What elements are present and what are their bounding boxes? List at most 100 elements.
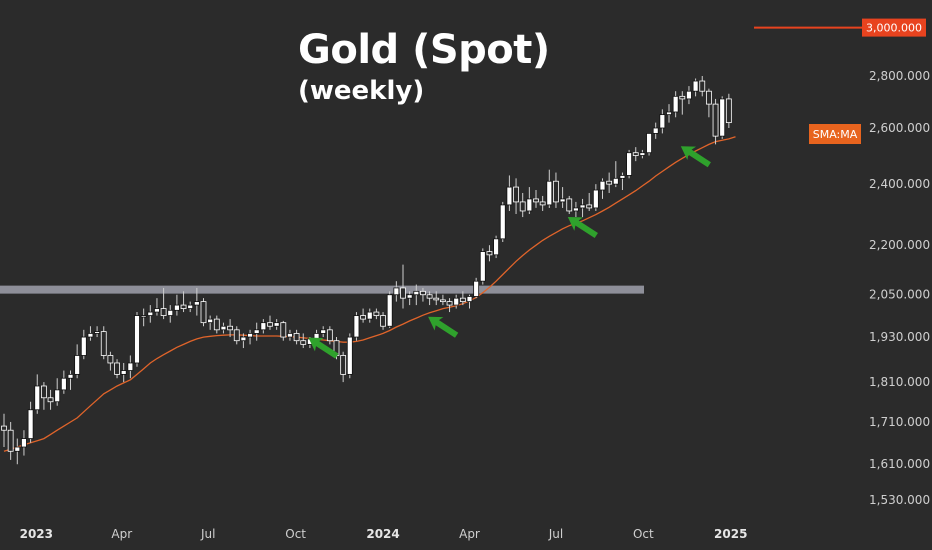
candle [287,329,293,341]
candle-body [539,201,546,206]
candle-body [213,318,220,331]
candle [74,344,81,379]
candle [393,281,400,302]
candle [7,421,14,460]
candle [253,322,260,341]
candle [41,382,47,410]
candle [553,172,559,208]
candle-body [34,385,41,411]
resistance-band [0,285,644,294]
candle-body [220,325,227,331]
candle [107,351,114,371]
candle [626,149,632,179]
candle [473,277,480,299]
candle-body [506,186,513,206]
candle [606,172,613,193]
candle [699,76,706,97]
candle [586,192,593,211]
candle-body [546,180,553,206]
candle-body [446,301,453,306]
candle [426,291,433,306]
candle-body [14,446,21,452]
candle-body [300,340,307,345]
candle [380,312,386,330]
target-price-tag [862,18,926,37]
candle [706,88,712,118]
candle [273,319,280,330]
candle [506,175,513,211]
candle [300,333,307,349]
candle-body [107,355,114,364]
candle [187,301,194,313]
candle [652,122,659,139]
x-tick-label: 2025 [714,527,747,541]
candle [293,329,300,345]
sma-layer [3,136,736,452]
x-tick-label: Apr [111,527,132,541]
candle [140,308,147,327]
candle-body [360,315,367,320]
candle-body [293,333,300,342]
candle [420,287,426,302]
arrow-shape [428,316,459,338]
candle [646,133,652,156]
candle-body [193,301,200,306]
candle [679,91,686,115]
candle-body [612,177,619,185]
candle-body [626,152,632,176]
candle [366,308,373,323]
candle-body [592,189,599,209]
y-tick-label: 2,400.000 [869,177,930,191]
candle-body [173,304,180,311]
candle [94,326,100,338]
candle-body [479,251,486,282]
candle-body [439,299,446,303]
candle [233,326,240,345]
sma-tag [809,124,861,144]
x-tick-label: Oct [633,527,654,541]
candle [566,195,573,215]
candle-body [207,318,214,324]
candle [579,198,586,218]
candle [114,359,120,379]
y-tick-label: 1,710.000 [869,415,930,429]
candle [54,378,61,406]
candle [207,315,214,330]
candle [413,284,420,306]
candle [160,287,167,320]
candle-body [47,397,54,403]
x-tick-label: Jul [200,527,215,541]
candle-body [7,429,14,452]
candle [200,298,207,327]
candle [267,315,273,330]
candle [127,355,134,379]
candle [353,312,360,341]
candle [134,312,140,367]
candle-body [94,331,100,334]
candle-body [253,329,260,334]
candle [479,248,486,285]
candle [47,389,54,410]
chart-title: Gold (Spot) [298,27,550,73]
candle-body [160,308,167,316]
candle [692,78,699,97]
candle [686,86,692,105]
candles-layer [1,76,732,465]
arrows-layer [308,146,711,359]
candle-body [247,333,253,338]
candle [87,326,94,341]
candle-body [100,331,107,356]
candle-body [393,287,400,296]
candle-body [606,180,613,185]
candle [247,329,253,345]
y-tick-label: 1,610.000 [869,457,930,471]
target-price-label: 3,000.000 [866,22,922,35]
candle-body [486,251,493,256]
candle-body [499,204,506,240]
candle [486,245,493,262]
green-arrow [308,337,339,359]
candle [360,308,367,323]
candle [433,291,440,306]
candle-body [672,95,679,113]
candle-body [340,355,347,375]
